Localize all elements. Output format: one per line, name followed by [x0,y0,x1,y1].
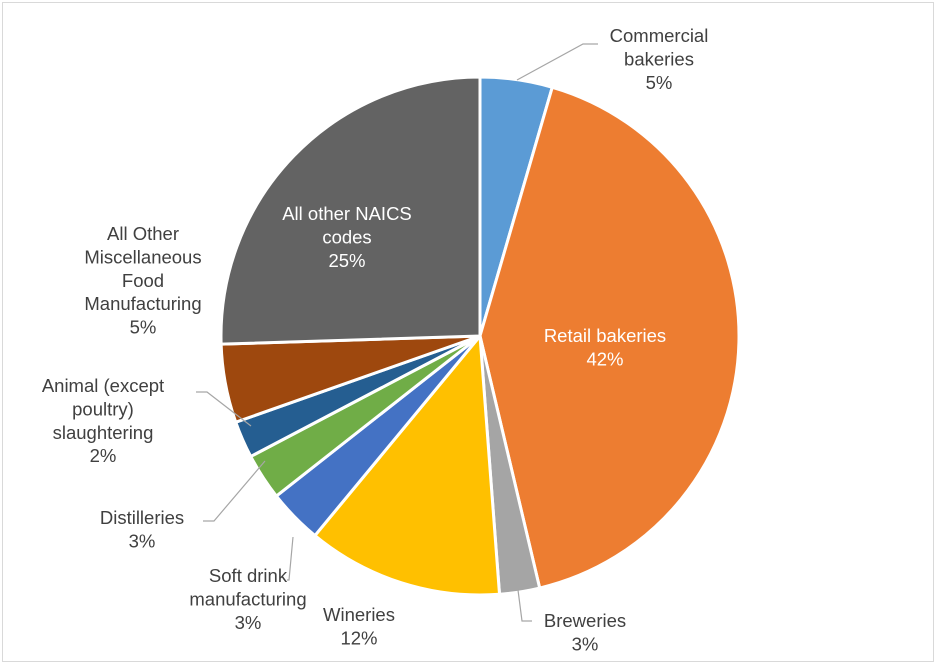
data-label-name: Animal (except [42,375,164,396]
data-label-percent: 2% [90,445,117,466]
data-label-retail-bakeries: Retail bakeries 42% [544,325,666,369]
data-label-percent: 42% [586,348,623,369]
leader-line-animal-except-poultry-slaughtering [196,391,252,427]
data-label-percent: 12% [340,627,377,648]
data-label-name: Retail bakeries [544,325,666,346]
data-label-percent: 5% [130,317,157,338]
leader-line-soft-drink-manufacturing [287,536,294,581]
data-label-animal-except-poultry-slaughtering: Animal (except poultry) slaughtering 2% [42,375,164,466]
data-label-name: manufacturing [189,588,306,609]
pie-slice-retail-bakeries [478,85,741,590]
data-label-name: Manufacturing [84,293,201,314]
data-label-name: slaughtering [53,422,154,443]
pie-slice-wineries [313,334,502,597]
leader-line-distilleries [203,460,266,522]
data-label-name: Distilleries [100,507,184,528]
leader-line-breweries [517,589,532,622]
data-label-distilleries: Distilleries 3% [100,507,184,551]
data-label-percent: 3% [572,633,599,654]
leader-line-commercial-bakeries [516,43,598,81]
data-label-name: Food [122,270,164,291]
data-label-name: All Other [107,223,179,244]
data-label-percent: 5% [646,72,673,93]
data-label-percent: 3% [235,612,262,633]
data-label-percent: 3% [129,530,156,551]
data-label-name: poultry) [72,398,134,419]
data-label-soft-drink-manufacturing: Soft drink manufacturing 3% [189,565,306,633]
data-label-name: bakeries [624,48,694,69]
data-label-name: Miscellaneous [84,246,201,267]
data-label-name: Breweries [544,610,626,631]
data-label-name: codes [322,226,371,247]
pie-slice-all-other-naics-codes [219,75,482,346]
data-label-all-other-naics-codes: All other NAICS codes 25% [282,203,412,271]
data-label-breweries: Breweries 3% [544,610,626,654]
data-label-commercial-bakeries: Commercial bakeries 5% [610,25,709,93]
data-label-name: All other NAICS [282,203,412,224]
data-label-percent: 25% [328,250,365,271]
data-label-name: Wineries [323,604,395,625]
data-label-wineries: Wineries 12% [323,604,395,648]
data-label-all-other-miscellaneous-food-manufacturing: All Other Miscellaneous Food Manufacturing 5… [84,223,201,338]
data-label-name: Commercial [610,25,709,46]
data-label-name: Soft drink [209,565,288,586]
